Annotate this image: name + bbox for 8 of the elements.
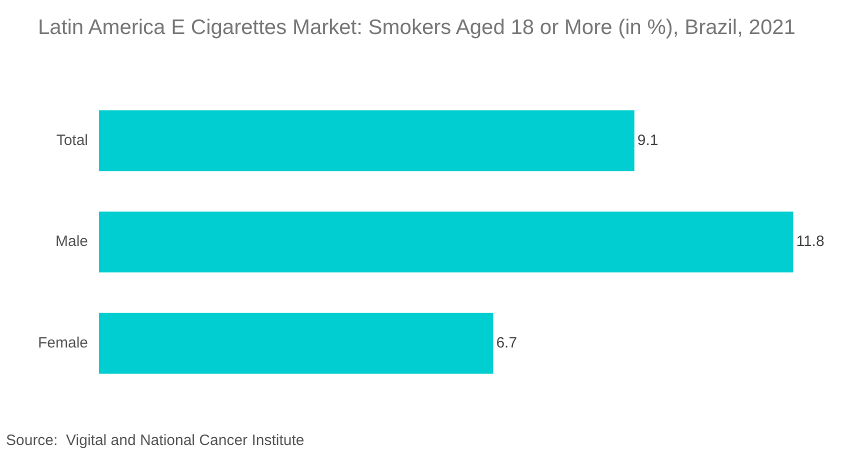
chart-title: Latin America E Cigarettes Market: Smokers Aged 18 or More (in %), Brazil, 2021 bbox=[38, 16, 796, 40]
data-label: 9.1 bbox=[637, 132, 658, 149]
data-label: 6.7 bbox=[496, 334, 518, 352]
y-tick-label: Male bbox=[56, 233, 88, 250]
y-tick-label: Total bbox=[56, 132, 88, 149]
data-label: 11.8 bbox=[796, 233, 824, 250]
source-note: Source: Vigital and National Cancer Institute bbox=[6, 432, 304, 449]
y-tick-label: Female bbox=[38, 334, 88, 352]
